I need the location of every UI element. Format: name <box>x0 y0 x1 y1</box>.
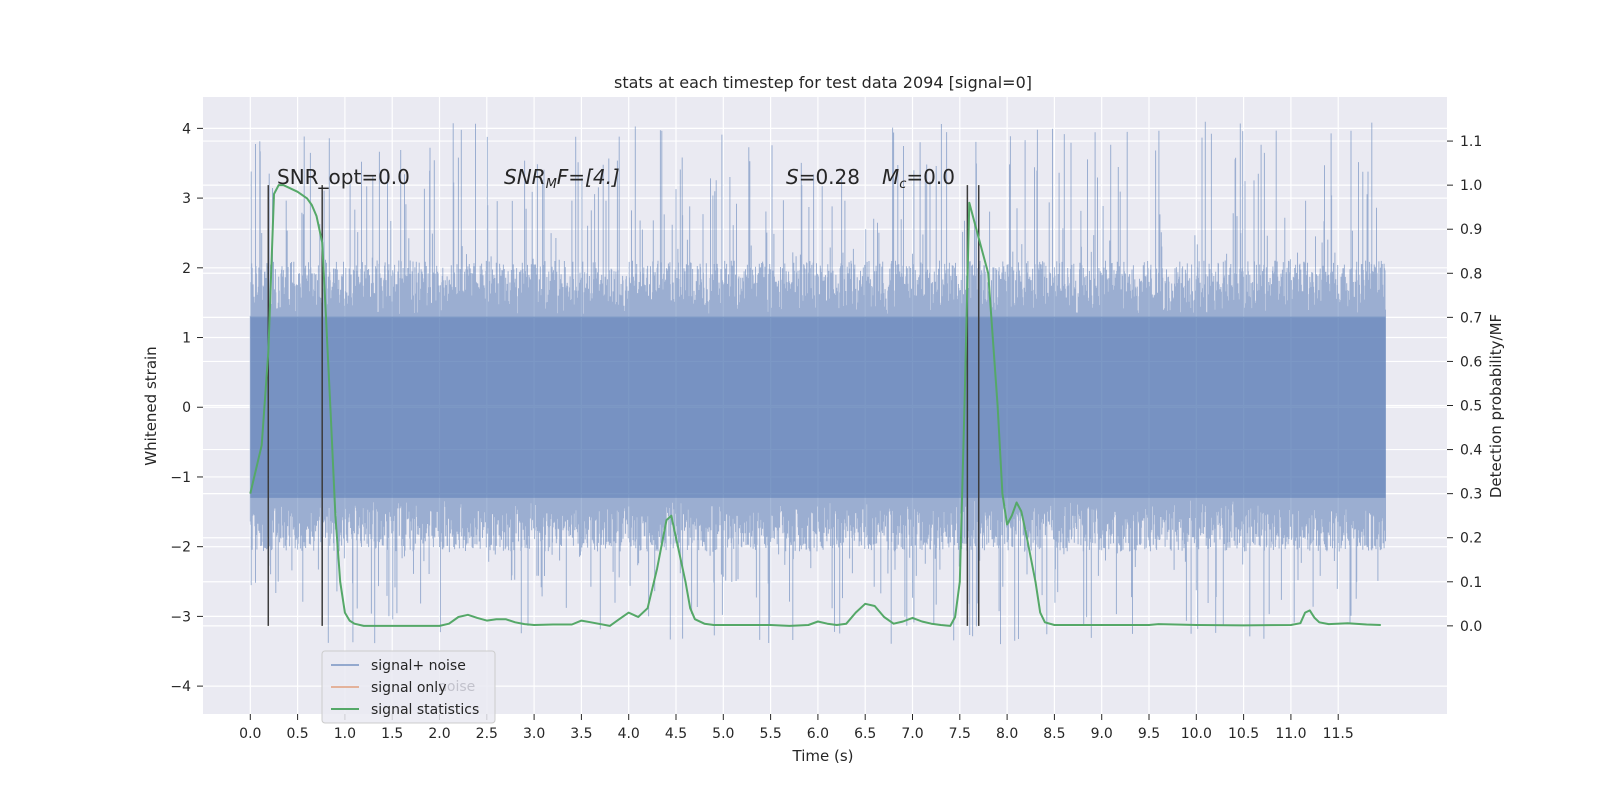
x-tick-label: 2.5 <box>476 726 498 742</box>
x-tick-label: 8.0 <box>996 726 1018 742</box>
legend-label-statistics: signal statistics <box>371 702 479 718</box>
y-axis-right-ticks: 0.0 0.1 0.2 0.3 0.4 0.5 0.6 0.7 0.8 0.9 1.0 1.1 <box>1447 134 1482 635</box>
x-tick-label: 4.5 <box>665 726 687 742</box>
annotation-snr-opt: SNR_opt=0.0 <box>277 165 410 189</box>
y-right-tick-label: 0.9 <box>1460 222 1482 238</box>
y-right-tick-label: 0.8 <box>1460 266 1482 282</box>
x-tick-label: 7.5 <box>949 726 971 742</box>
y-right-tick-label: 0.3 <box>1460 487 1482 503</box>
noise-trace <box>249 121 1386 645</box>
x-tick-label: 5.0 <box>712 726 734 742</box>
x-tick-label: 0.5 <box>286 726 308 742</box>
x-tick-label: 10.5 <box>1228 726 1259 742</box>
y-tick-label: −1 <box>170 470 191 486</box>
legend-ghost-text: noise <box>438 679 475 695</box>
y-tick-label: −3 <box>170 609 191 625</box>
y-right-tick-label: 1.1 <box>1460 134 1482 150</box>
x-tick-label: 4.0 <box>618 726 640 742</box>
x-tick-label: 11.5 <box>1323 726 1354 742</box>
y-right-tick-label: 0.7 <box>1460 310 1482 326</box>
x-tick-label: 1.0 <box>334 726 356 742</box>
legend-label-signal-only: signal only <box>371 680 446 696</box>
y-right-tick-label: 0.5 <box>1460 399 1482 415</box>
y-tick-label: 1 <box>182 331 191 347</box>
annotation-snr-mf: SNRMF=[4.] <box>504 165 620 192</box>
y-tick-label: 4 <box>182 121 191 137</box>
x-tick-label: 3.5 <box>570 726 592 742</box>
legend: noise signal+ noise signal only signal s… <box>321 650 496 724</box>
y-tick-label: 2 <box>182 261 191 277</box>
x-tick-label: 3.0 <box>523 726 545 742</box>
x-tick-label: 2.0 <box>428 726 450 742</box>
x-tick-label: 0.0 <box>239 726 261 742</box>
legend-label-noise: signal+ noise <box>371 658 466 674</box>
x-tick-label: 6.0 <box>807 726 829 742</box>
x-tick-label: 9.5 <box>1138 726 1160 742</box>
y-axis-left-ticks: −4 −3 −2 −1 0 1 2 3 4 <box>170 121 203 695</box>
y-right-tick-label: 1.0 <box>1460 178 1482 194</box>
y-right-tick-label: 0.6 <box>1460 354 1482 370</box>
y-right-tick-label: 0.1 <box>1460 575 1482 591</box>
x-tick-label: 10.0 <box>1181 726 1212 742</box>
x-tick-label: 1.5 <box>381 726 403 742</box>
x-tick-label: 11.0 <box>1275 726 1306 742</box>
y-right-tick-label: 0.0 <box>1460 619 1482 635</box>
x-tick-label: 8.5 <box>1043 726 1065 742</box>
y-axis-right-label: Detection probability/MF <box>1487 314 1505 498</box>
x-tick-label: 6.5 <box>854 726 876 742</box>
x-axis-label: Time (s) <box>792 747 854 765</box>
x-tick-label: 5.5 <box>759 726 781 742</box>
y-tick-label: 3 <box>182 191 191 207</box>
x-tick-label: 9.0 <box>1091 726 1113 742</box>
y-right-tick-label: 0.4 <box>1460 443 1482 459</box>
noise-core-band <box>250 316 1386 498</box>
y-tick-label: 0 <box>182 400 191 416</box>
annotation-mc: Mc=0.0 <box>882 165 955 192</box>
statistics-series <box>249 184 1381 627</box>
x-axis-ticks: 0.0 0.5 1.0 1.5 2.0 2.5 3.0 3.5 4.0 4.5 5.0 5.5 6.0 6… <box>239 714 1354 742</box>
x-tick-label: 7.0 <box>901 726 923 742</box>
y-tick-label: −2 <box>170 540 191 556</box>
y-right-tick-label: 0.2 <box>1460 531 1482 547</box>
noise-series <box>249 121 1386 645</box>
statistics-line <box>249 184 1381 627</box>
y-tick-label: −4 <box>170 679 191 695</box>
y-axis-left-label: Whitened strain <box>142 346 160 465</box>
chart-title: stats at each timestep for test data 209… <box>614 73 1032 92</box>
legend-box <box>321 650 496 724</box>
annotation-s: S=0.28 <box>786 165 860 189</box>
